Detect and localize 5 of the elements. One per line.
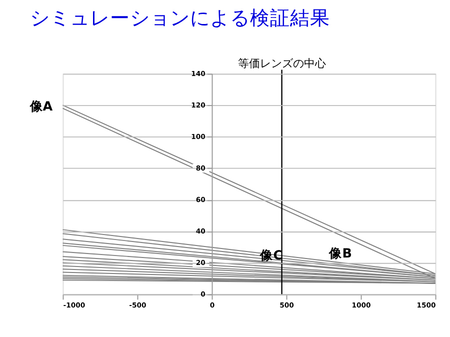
annotation: 像A xyxy=(28,100,53,115)
chart-title: シミュレーションによる検証結果 xyxy=(30,6,330,30)
ref-line-label: 等価レンズの中心 xyxy=(238,56,326,70)
annotation: 像C xyxy=(259,248,283,264)
annotation: 像B xyxy=(328,246,352,262)
